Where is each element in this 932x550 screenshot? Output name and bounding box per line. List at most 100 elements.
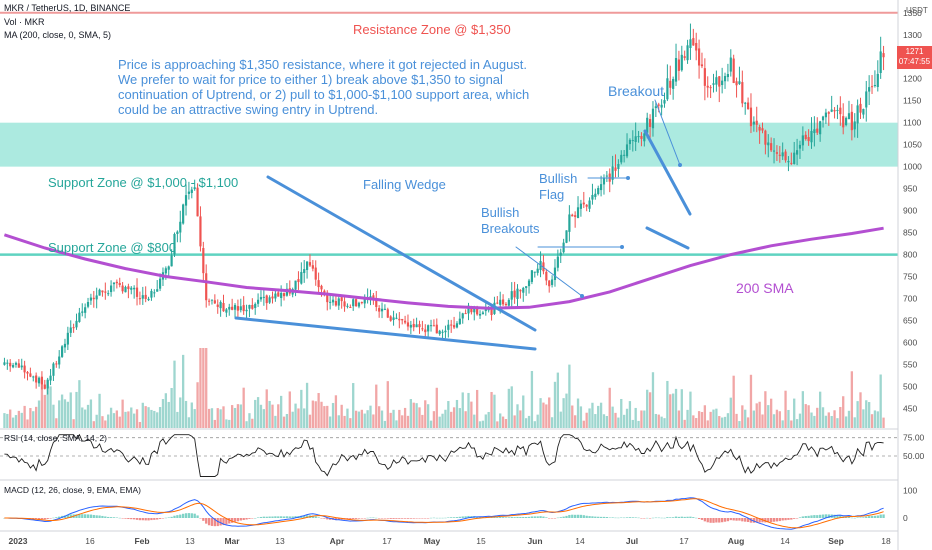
- candle: [778, 145, 781, 163]
- candle: [11, 362, 15, 369]
- volume-bar: [170, 388, 173, 428]
- macd-histogram-bar: [620, 517, 623, 519]
- candle-body: [190, 189, 193, 194]
- macd-histogram-bar: [193, 513, 196, 518]
- volume-bar: [533, 421, 536, 428]
- macd-histogram-bar: [781, 518, 784, 521]
- volume-bar: [63, 399, 67, 428]
- volume-bar: [804, 404, 807, 428]
- candle: [187, 181, 191, 200]
- candle-body: [127, 286, 130, 290]
- volume-bar: [239, 404, 242, 428]
- macd-histogram-bar: [608, 517, 611, 519]
- volume-bar: [291, 411, 294, 428]
- candle-body: [11, 365, 15, 368]
- macd-histogram-bar: [755, 518, 758, 523]
- candle: [334, 296, 338, 307]
- candle-body: [317, 280, 320, 288]
- volume-bar: [288, 391, 291, 428]
- candle-body: [790, 162, 793, 164]
- flag-lower-line: [645, 226, 690, 250]
- volume-bar: [781, 420, 784, 428]
- candle-body: [43, 384, 46, 389]
- macd-histogram-bar: [850, 517, 854, 519]
- candle: [651, 101, 655, 137]
- volume-bar: [553, 381, 557, 428]
- macd-histogram-bar: [810, 515, 813, 518]
- candle: [280, 285, 283, 307]
- volume-bar: [646, 389, 649, 428]
- candle: [245, 304, 248, 319]
- candle-body: [112, 282, 116, 285]
- macd-histogram-bar: [677, 516, 681, 518]
- candle: [406, 314, 410, 331]
- volume-bar: [158, 407, 162, 428]
- price-tick-label: 650: [903, 316, 917, 326]
- candle: [23, 360, 26, 379]
- macd-histogram-bar: [450, 517, 453, 518]
- candle-body: [228, 306, 231, 310]
- candle: [643, 131, 646, 147]
- candle-body: [167, 266, 170, 270]
- arrowhead: [626, 176, 630, 180]
- macd-histogram-bar: [715, 518, 718, 523]
- candle-body: [138, 298, 142, 300]
- candle: [620, 150, 623, 165]
- candle: [78, 307, 81, 323]
- volume-bar: [354, 410, 358, 428]
- candle-body: [354, 299, 358, 307]
- macd-histogram-bar: [40, 518, 44, 520]
- ma-legend: MA (200, close, 0, SMA, 5): [4, 30, 112, 40]
- candle: [63, 338, 67, 353]
- macd-histogram-bar: [882, 514, 885, 518]
- candle-body: [210, 299, 214, 301]
- volume-bar: [758, 401, 761, 428]
- volume-bar: [836, 418, 839, 428]
- candle: [868, 75, 871, 105]
- macd-histogram-bar: [588, 516, 591, 518]
- volume-bar: [772, 414, 776, 428]
- candle: [3, 357, 6, 366]
- candle: [876, 60, 879, 92]
- candle-body: [89, 297, 93, 301]
- candle: [640, 132, 643, 147]
- volume-bar: [132, 413, 136, 428]
- macd-histogram-bar: [527, 516, 531, 518]
- candle: [262, 290, 265, 306]
- volume-bar: [579, 406, 583, 428]
- volume-bar: [124, 411, 127, 428]
- candle: [92, 290, 95, 308]
- candle: [784, 149, 787, 163]
- candle-body: [516, 288, 519, 299]
- volume-bar: [614, 412, 617, 428]
- candle: [14, 361, 18, 368]
- candle-body: [23, 365, 26, 373]
- volume-bar: [559, 411, 562, 428]
- candle: [398, 312, 401, 329]
- candle-body: [403, 320, 407, 323]
- macd-histogram-bar: [32, 518, 35, 519]
- volume-bar: [867, 402, 871, 428]
- candle-body: [26, 371, 29, 374]
- volume-bar: [576, 398, 580, 428]
- candle: [804, 131, 807, 141]
- macd-histogram-bar: [271, 516, 274, 518]
- volume-bar: [236, 404, 240, 428]
- candle-body: [130, 287, 133, 290]
- falling-wedge-label: Falling Wedge: [363, 177, 446, 192]
- volume-bar: [818, 391, 822, 428]
- volume-bar: [213, 419, 217, 428]
- arrowhead: [580, 294, 584, 298]
- macd-histogram-bar: [69, 514, 72, 518]
- volume-bar: [207, 408, 211, 428]
- candle: [69, 320, 72, 338]
- volume-bar: [334, 395, 338, 428]
- candle-body: [842, 116, 845, 128]
- candle-body: [81, 311, 84, 313]
- candle: [392, 310, 395, 326]
- macd-histogram-bar: [444, 517, 447, 519]
- time-tick-label: 15: [476, 536, 486, 546]
- macd-histogram-bar: [723, 518, 727, 522]
- candle: [127, 283, 130, 299]
